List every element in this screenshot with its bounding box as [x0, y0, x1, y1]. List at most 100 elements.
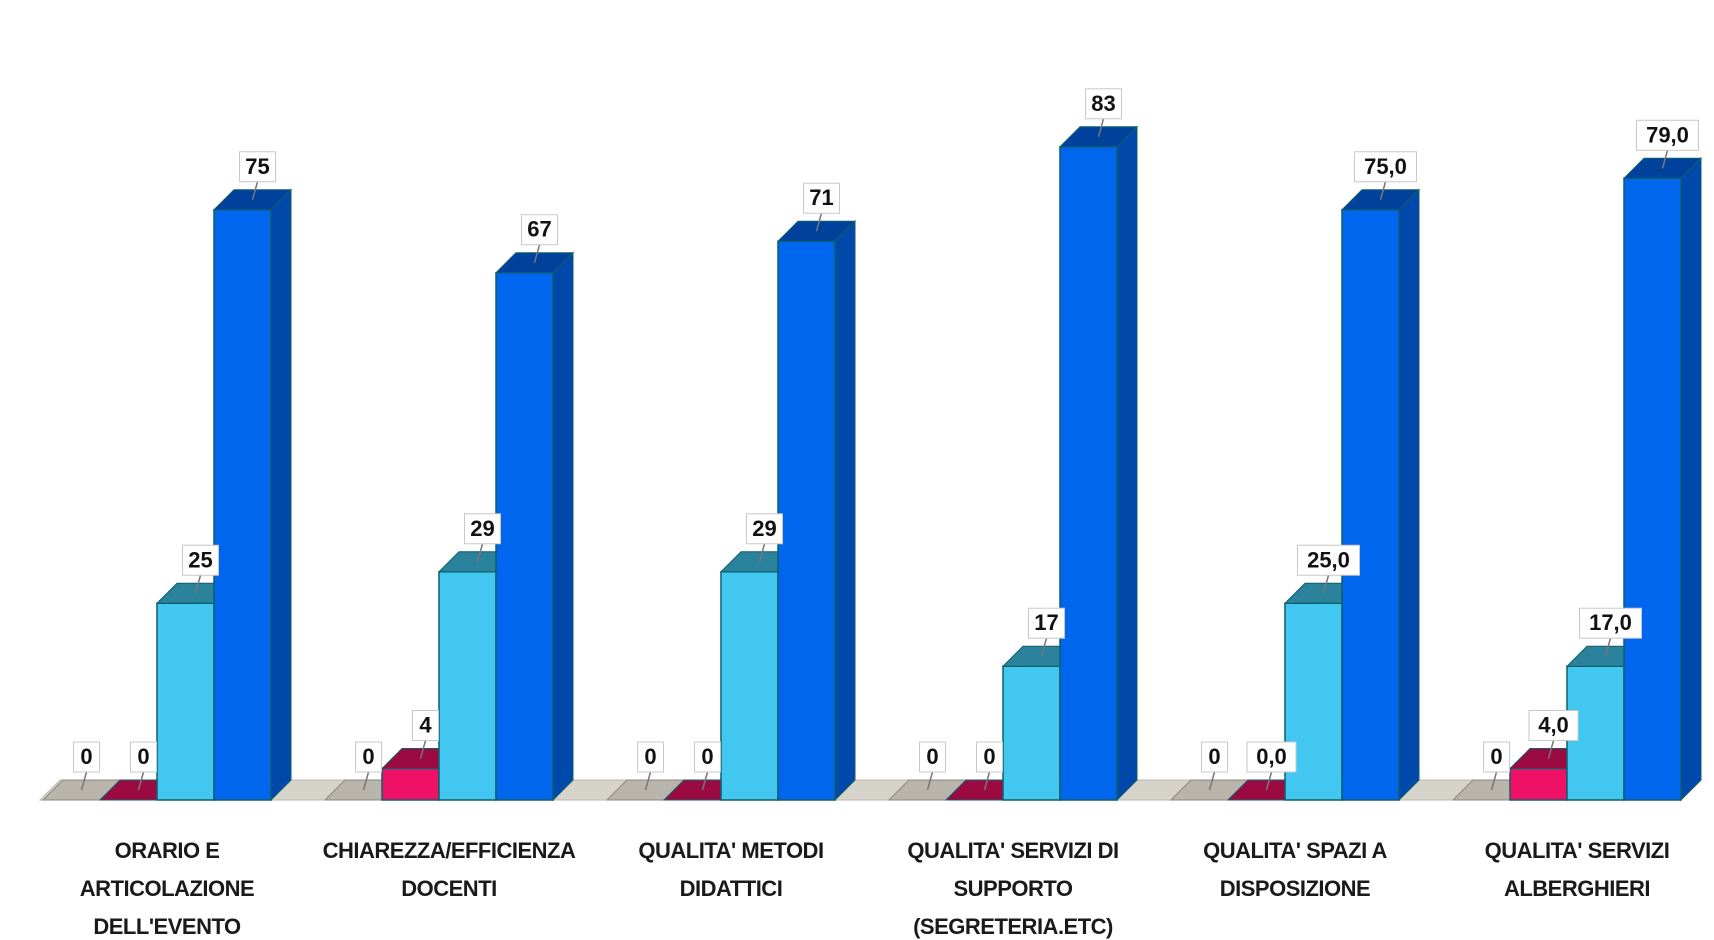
- data-label-leader-1-1: [419, 740, 427, 759]
- category-label-4: QUALITA' SPAZI A DISPOSIZIONE: [1203, 838, 1388, 901]
- bar-0-3: [212, 188, 293, 802]
- data-label-text-0-2: 25: [188, 547, 212, 572]
- data-label-1-0: 0: [355, 741, 382, 791]
- data-label-1-2: 29: [464, 513, 501, 562]
- data-label-box-4-0: [1201, 741, 1228, 773]
- data-label-text-2-1: 0: [701, 744, 713, 769]
- bar-front-0-2: [156, 602, 215, 801]
- data-label-leader-3-3: [1097, 118, 1105, 137]
- data-label-leader-0-2: [194, 575, 202, 594]
- data-label-leader-5-3: [1661, 150, 1669, 169]
- category-label-0: ORARIO E ARTICOLAZIONE DELL'EVENTO: [80, 838, 255, 939]
- category-label-line-5-0: QUALITA' SERVIZI: [1485, 838, 1670, 863]
- data-label-5-2: 17,0: [1579, 607, 1642, 657]
- bar-front-5-3: [1623, 177, 1682, 801]
- data-label-box-1-0: [355, 741, 382, 773]
- data-label-leader-1-3: [533, 244, 541, 263]
- data-label-2-2: 29: [746, 513, 783, 562]
- bar-side-2-3: [834, 220, 856, 802]
- bar-3-3: [1058, 125, 1139, 802]
- data-label-leader-5-2: [1604, 638, 1612, 657]
- category-label-line-0-0: ORARIO E: [115, 838, 220, 863]
- category-label-line-3-2: (SEGRETERIA.ETC): [913, 914, 1113, 939]
- data-label-box-4-2: [1297, 544, 1360, 576]
- data-label-box-0-0: [73, 741, 100, 773]
- data-label-text-0-3: 75: [245, 154, 269, 179]
- bars-layer: [41, 125, 1703, 802]
- data-label-text-1-3: 67: [527, 217, 551, 242]
- bar-front-1-2: [438, 571, 497, 801]
- data-label-box-1-1: [412, 710, 439, 742]
- data-label-2-0: 0: [637, 741, 664, 791]
- data-label-leader-3-1: [983, 771, 991, 791]
- data-label-text-3-3: 83: [1091, 91, 1115, 116]
- bar-front-5-1: [1509, 767, 1568, 801]
- data-label-leader-4-1: [1265, 771, 1273, 791]
- data-label-text-3-1: 0: [983, 744, 995, 769]
- data-label-box-2-0: [637, 741, 664, 773]
- data-label-3-0: 0: [919, 741, 946, 791]
- data-label-leader-3-2: [1040, 638, 1048, 657]
- data-label-leader-0-0: [80, 771, 88, 791]
- bar-2-3: [776, 220, 857, 802]
- data-label-text-5-1: 4,0: [1538, 713, 1569, 738]
- data-label-4-1: 0,0: [1246, 741, 1297, 791]
- data-label-box-0-3: [239, 151, 276, 183]
- bar-side-4-3: [1398, 188, 1420, 802]
- data-label-box-2-2: [746, 513, 783, 545]
- data-label-box-5-3: [1636, 119, 1699, 151]
- data-label-box-5-2: [1579, 607, 1642, 639]
- data-label-leader-1-0: [362, 771, 370, 791]
- data-label-text-1-2: 29: [470, 516, 494, 541]
- data-label-text-4-2: 25,0: [1307, 547, 1350, 572]
- category-label-1: CHIAREZZA/EFFICIENZA DOCENTI: [323, 838, 577, 901]
- bar-side-1-3: [552, 251, 574, 802]
- data-label-box-3-3: [1085, 88, 1122, 120]
- data-label-0-2: 25: [182, 544, 219, 594]
- category-labels-layer: ORARIO E ARTICOLAZIONE DELL'EVENTO CHIAREZZ…: [80, 838, 1670, 939]
- data-label-leader-0-1: [137, 771, 145, 791]
- data-label-5-1: 4,0: [1528, 710, 1579, 759]
- data-label-leader-2-2: [758, 543, 766, 562]
- data-label-leader-4-2: [1322, 575, 1330, 594]
- category-label-line-1-0: CHIAREZZA/EFFICIENZA: [323, 838, 576, 863]
- bar-front-4-3: [1341, 209, 1400, 801]
- bar-1-3: [494, 251, 575, 802]
- category-label-line-0-1: ARTICOLAZIONE: [80, 876, 254, 901]
- data-label-leader-4-0: [1208, 771, 1216, 791]
- data-label-0-1: 0: [130, 741, 157, 791]
- bar-side-5-3: [1680, 157, 1702, 802]
- data-label-box-0-1: [130, 741, 157, 773]
- bar-4-3: [1340, 188, 1421, 802]
- bar-front-0-3: [213, 209, 272, 801]
- category-label-line-5-1: ALBERGHIERI: [1504, 876, 1650, 901]
- data-label-box-5-1: [1528, 710, 1579, 742]
- data-label-text-0-0: 0: [80, 744, 92, 769]
- data-label-text-1-1: 4: [419, 713, 432, 738]
- data-label-3-2: 17: [1028, 607, 1065, 657]
- data-label-4-0: 0: [1201, 741, 1228, 791]
- data-label-box-4-1: [1246, 741, 1297, 773]
- data-label-leader-5-1: [1547, 740, 1555, 759]
- data-label-text-5-3: 79,0: [1646, 122, 1689, 147]
- data-label-4-3: 75,0: [1354, 151, 1417, 200]
- category-label-line-4-1: DISPOSIZIONE: [1220, 876, 1370, 901]
- data-label-text-4-0: 0: [1208, 744, 1220, 769]
- data-label-1-1: 4: [412, 710, 439, 759]
- data-label-text-2-0: 0: [644, 744, 656, 769]
- data-label-1-3: 67: [521, 214, 558, 263]
- data-label-box-1-3: [521, 214, 558, 246]
- category-label-line-3-1: SUPPORTO: [953, 876, 1072, 901]
- data-label-box-3-2: [1028, 607, 1065, 639]
- data-label-3-3: 83: [1085, 88, 1122, 137]
- data-label-5-0: 0: [1483, 741, 1510, 791]
- data-label-4-2: 25,0: [1297, 544, 1360, 594]
- category-label-line-3-0: QUALITA' SERVIZI DI: [907, 838, 1118, 863]
- data-label-2-3: 71: [803, 182, 840, 232]
- bar-side-0-3: [270, 188, 292, 802]
- data-label-text-4-3: 75,0: [1364, 154, 1407, 179]
- data-label-0-3: 75: [239, 151, 276, 200]
- bar-front-2-2: [720, 571, 779, 801]
